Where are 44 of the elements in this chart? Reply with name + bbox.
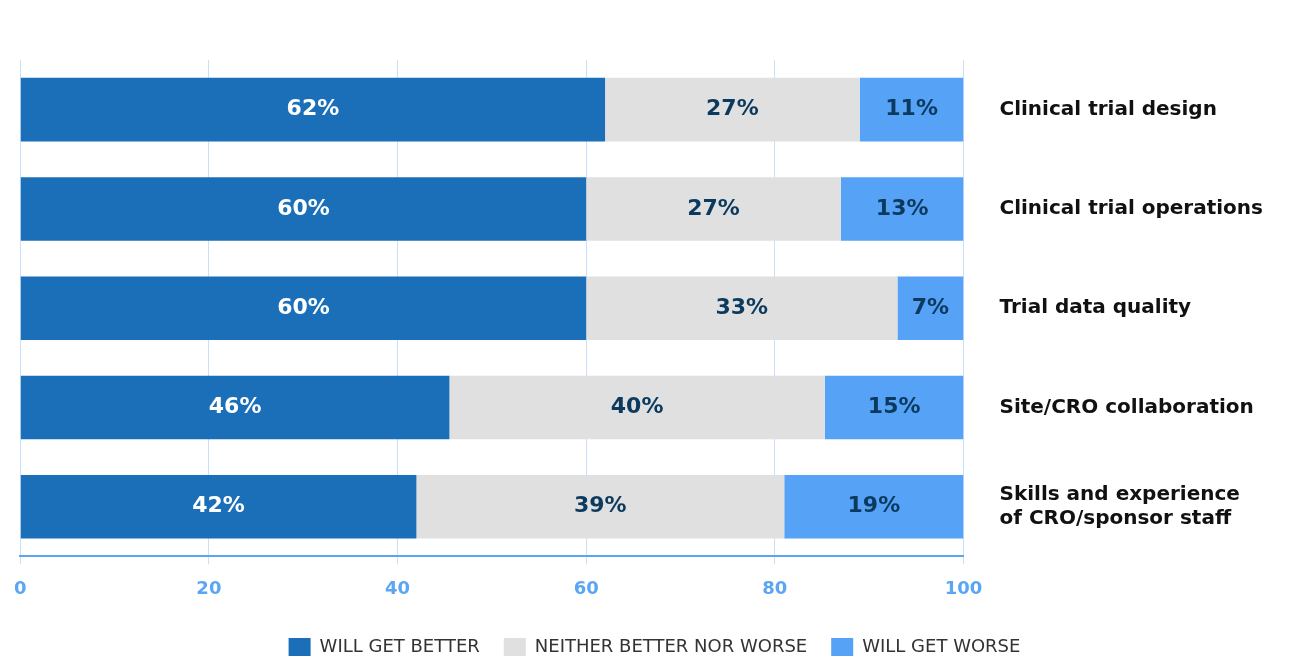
bar <box>840 177 964 241</box>
data-label: 60% <box>277 293 330 319</box>
y-tick-label: Clinical trial operations <box>999 195 1264 220</box>
bar <box>897 276 964 340</box>
data-label: 46% <box>208 393 262 419</box>
data-label: 33% <box>715 293 769 319</box>
y-tick-label: Skills and experience of CRO/sponsor staff <box>999 480 1240 529</box>
data-label: 40% <box>610 393 664 419</box>
bar <box>20 474 417 539</box>
bar <box>784 474 964 539</box>
x-tick-label: 60 <box>573 576 599 598</box>
data-label: 42% <box>192 492 245 518</box>
data-label: 13% <box>875 194 929 220</box>
data-label: 27% <box>687 194 740 220</box>
x-tick-label: 20 <box>196 576 222 598</box>
data-label: 27% <box>706 95 759 121</box>
data-label: 60% <box>277 194 330 220</box>
bar <box>449 375 825 440</box>
bar <box>20 276 587 340</box>
x-tick-label: 0 <box>14 576 27 598</box>
bar <box>824 375 964 440</box>
bar <box>586 276 898 340</box>
y-tick-label: Trial data quality <box>999 294 1192 319</box>
y-tick-label: Clinical trial design <box>999 95 1217 120</box>
data-label: 7% <box>911 293 950 319</box>
legend-label: WILL GET WORSE <box>862 634 1021 656</box>
legend-label: NEITHER BETTER NOR WORSE <box>534 634 808 656</box>
data-label: 19% <box>847 492 901 518</box>
data-label: 11% <box>885 95 938 121</box>
bar <box>605 77 860 142</box>
bar <box>20 77 606 142</box>
bar <box>20 375 450 440</box>
bar <box>859 77 964 142</box>
x-tick-label: 80 <box>762 576 788 598</box>
bar <box>586 177 841 241</box>
data-label: 39% <box>574 492 627 518</box>
legend-label: WILL GET BETTER <box>319 634 480 656</box>
data-label: 62% <box>286 95 340 121</box>
bar <box>20 177 587 241</box>
x-tick-label: 40 <box>385 576 411 598</box>
bar <box>416 474 785 539</box>
x-tick-label: 100 <box>944 576 983 598</box>
y-tick-label: Site/CRO collaboration <box>999 393 1254 418</box>
data-label: 15% <box>867 393 921 419</box>
